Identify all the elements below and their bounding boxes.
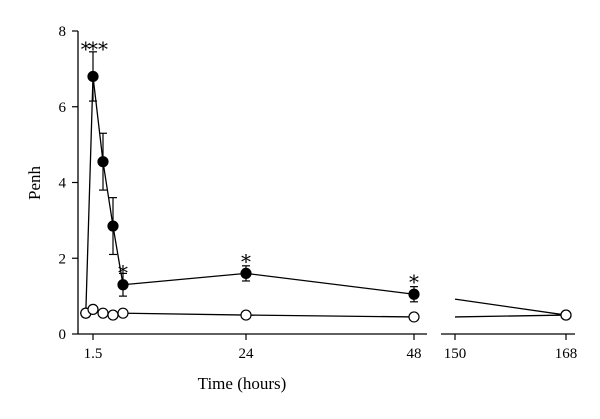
- significance-asterisk: *: [88, 37, 98, 61]
- series-filled-line: [85, 76, 415, 314]
- y-tick-label: 4: [59, 176, 67, 192]
- series-open-point: [97, 307, 109, 319]
- series-open-point: [240, 309, 252, 321]
- series-open-line-after-break: [454, 314, 567, 318]
- significance-asterisk: *: [409, 270, 419, 294]
- series-filled-line-after-break: [454, 298, 567, 316]
- series-filled-point: [117, 279, 129, 291]
- x-ticks: 1.5 24 48 150 168: [84, 334, 578, 362]
- significance-asterisk: *: [118, 261, 128, 285]
- series-filled-point: [408, 288, 420, 300]
- series-filled-point: [240, 267, 252, 279]
- significance-annotations: ** ** **: [81, 37, 419, 294]
- series-open-point: [107, 309, 119, 321]
- y-tick-label: 8: [59, 24, 67, 40]
- significance-asterisk: *: [241, 249, 251, 273]
- series-open-point: [87, 303, 99, 315]
- series-group: [80, 51, 572, 323]
- y-ticks: 0 2 4 6 8: [59, 24, 78, 343]
- series-filled-point: [107, 220, 119, 232]
- x-axis-title: Time (hours): [198, 374, 287, 393]
- y-tick-label: 6: [59, 100, 67, 116]
- x-tick-label: 48: [407, 346, 422, 362]
- x-tick-label: 150: [444, 346, 467, 362]
- significance-asterisk: *: [98, 37, 108, 61]
- axes: [77, 31, 575, 335]
- series-open-point: [560, 309, 572, 321]
- y-axis-title: Penh: [25, 166, 44, 201]
- y-tick-label: 0: [59, 327, 67, 343]
- series-open-point: [117, 307, 129, 319]
- significance-asterisk: *: [81, 37, 91, 61]
- series-open-point: [408, 311, 420, 323]
- series-filled-point: [97, 156, 109, 168]
- x-tick-label: 168: [555, 346, 578, 362]
- x-tick-label: 1.5: [84, 346, 103, 362]
- y-tick-label: 2: [59, 251, 67, 267]
- x-tick-label: 24: [239, 346, 255, 362]
- series-filled-point: [87, 70, 99, 83]
